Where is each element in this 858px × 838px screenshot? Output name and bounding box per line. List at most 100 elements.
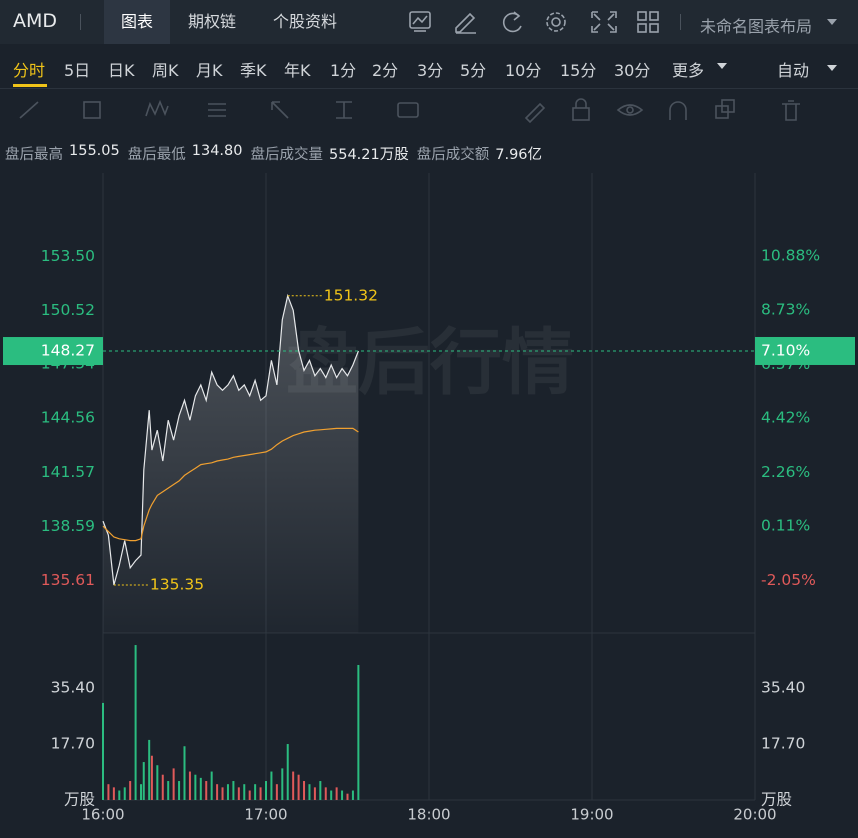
period[interactable]: 月K: [196, 61, 223, 80]
stat-label: 盘后最低: [127, 147, 186, 163]
volume-unit: 万股: [761, 791, 792, 809]
rect-tool[interactable]: [83, 101, 101, 119]
draw-icon[interactable]: [455, 12, 476, 34]
y2-tick-label: 8.73%: [761, 301, 810, 319]
period[interactable]: 5分: [460, 61, 487, 80]
y-tick-label: 150.52: [41, 301, 95, 319]
period[interactable]: 15分: [560, 61, 597, 80]
y2-tick-label: -2.05%: [761, 571, 816, 589]
last-price-label: 148.27: [41, 342, 95, 360]
delete-tool[interactable]: [782, 100, 800, 121]
symbol[interactable]: AMD: [13, 10, 58, 32]
eye-tool[interactable]: [616, 104, 644, 116]
magnet-tool[interactable]: [669, 101, 687, 120]
volume-bar: [178, 781, 181, 800]
volume-bar: [118, 790, 121, 800]
last-change-label: 7.10%: [761, 341, 810, 359]
y-tick-label: 141.57: [41, 463, 95, 481]
period[interactable]: 分时: [13, 61, 46, 80]
trendline-tool[interactable]: [19, 101, 39, 119]
y2-tick-label: 4.42%: [761, 409, 810, 427]
volume-bar: [270, 771, 273, 800]
volume-bar: [226, 784, 229, 800]
volume-bar: [102, 702, 104, 800]
text-tool[interactable]: [397, 102, 419, 118]
layout-name[interactable]: 未命名图表布局: [700, 17, 813, 36]
annotation-label: 135.35: [150, 576, 204, 594]
volume-bar: [156, 765, 159, 800]
period[interactable]: 5日: [64, 61, 91, 80]
stat-label: 盘后成交额: [416, 147, 490, 163]
separator: [680, 14, 681, 30]
volume-bar: [216, 784, 219, 800]
stat-label: 盘后最高: [5, 147, 63, 163]
mode[interactable]: 自动: [777, 61, 810, 80]
stat-value: 134.80: [191, 143, 243, 159]
stat-value: 7.96亿: [495, 147, 543, 163]
pattern-tool[interactable]: [145, 99, 169, 117]
last-price-box: [3, 337, 103, 366]
brush-tool[interactable]: [524, 102, 546, 124]
volume-bar: [150, 755, 153, 800]
period[interactable]: 季K: [240, 61, 267, 80]
y2-tick-label: 2.26%: [761, 463, 810, 481]
measure-tool[interactable]: [336, 101, 352, 119]
volume-bar: [341, 790, 344, 800]
volume-bar: [183, 746, 186, 800]
volume-bar: [259, 787, 262, 800]
settings-icon[interactable]: [546, 12, 566, 32]
period[interactable]: 1分: [330, 61, 357, 80]
dropdown-arrow: [827, 65, 837, 71]
header-icons: [409, 11, 659, 34]
annotation-label: 151.32: [324, 286, 378, 304]
volume-bar: [297, 774, 300, 800]
y-tick-label: 153.50: [41, 247, 95, 265]
volume-bar: [275, 784, 278, 800]
fib-tool[interactable]: [208, 103, 226, 117]
dropdown-arrow: [717, 63, 727, 69]
chart-icon[interactable]: [409, 11, 431, 32]
volume-bar: [248, 790, 251, 800]
fullscreen-icon[interactable]: [591, 11, 617, 33]
arrow-tool[interactable]: [271, 101, 289, 119]
volume-bar: [112, 787, 115, 800]
period[interactable]: 30分: [614, 61, 651, 80]
period[interactable]: 日K: [108, 61, 135, 80]
period[interactable]: 更多: [672, 61, 705, 80]
tab[interactable]: 个股资料: [272, 12, 337, 31]
lock-tool[interactable]: [572, 107, 590, 121]
volume-tick-label: 35.40: [51, 679, 95, 697]
volume-bar: [148, 739, 151, 800]
y2-tick-label: 0.11%: [761, 517, 810, 535]
stat-label: 盘后成交量: [250, 147, 324, 163]
stats-bar: 盘后最高 155.05 盘后最低 134.80 盘后成交量 554.21万股 盘后成交额 7.…: [5, 143, 544, 164]
volume-bar: [205, 781, 208, 800]
tab[interactable]: 期权链: [187, 12, 236, 31]
volume-bar: [129, 781, 132, 800]
period[interactable]: 2分: [372, 61, 399, 80]
separator: [80, 14, 81, 30]
x-tick-label: 19:00: [570, 806, 613, 824]
volume-bar: [167, 781, 170, 800]
volume-bar: [140, 784, 143, 800]
refresh-icon[interactable]: [502, 11, 522, 33]
volume-bar: [161, 774, 164, 800]
volume-tick-label: 17.70: [51, 735, 95, 753]
period[interactable]: 10分: [505, 61, 542, 80]
volume-bar: [142, 762, 145, 800]
x-tick-label: 18:00: [407, 806, 450, 824]
stat-value: 554.21万股: [329, 147, 409, 163]
volume-bar: [308, 784, 311, 800]
volume-bar: [243, 784, 246, 800]
y-tick-label: 144.56: [41, 409, 95, 427]
period[interactable]: 年K: [284, 61, 311, 80]
volume-bar: [319, 781, 322, 800]
volume-bar: [330, 790, 333, 800]
period[interactable]: 周K: [152, 61, 179, 80]
layout-icon[interactable]: [637, 11, 659, 33]
tab[interactable]: 图表: [104, 0, 170, 44]
period[interactable]: 3分: [417, 61, 444, 80]
x-tick-label: 20:00: [733, 806, 776, 824]
